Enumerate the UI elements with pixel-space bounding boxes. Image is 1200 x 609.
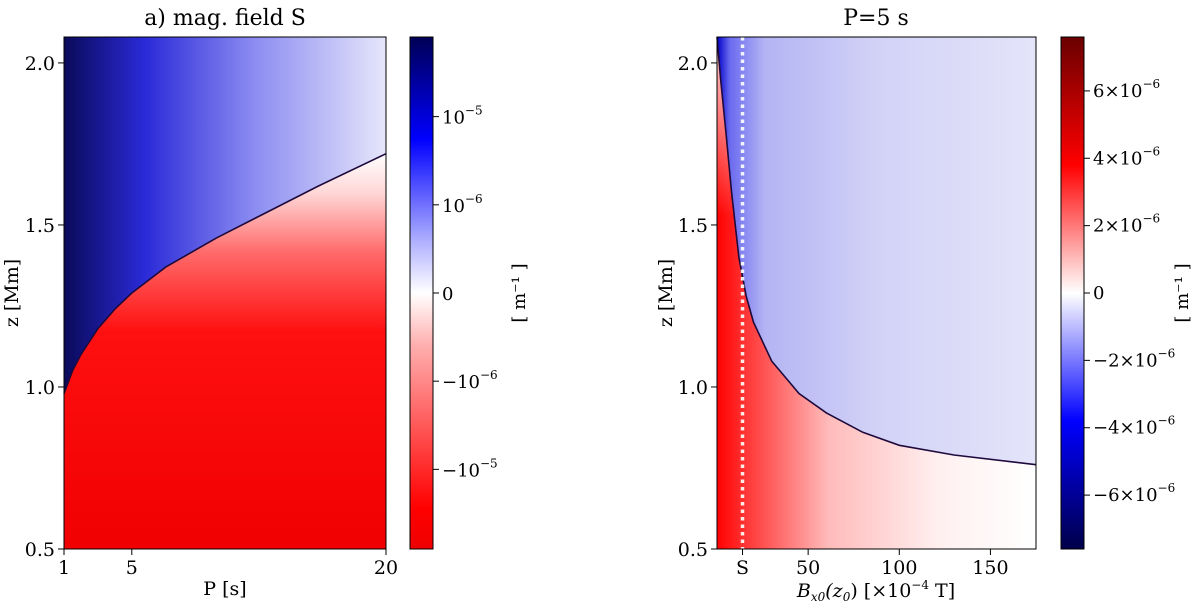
right-x-tick-label: 50 (796, 557, 820, 579)
right-colorbar-tick-label: 6×10−6 (1093, 77, 1160, 102)
right-colorbar-tick-label: −2×10−6 (1093, 346, 1175, 371)
right-chart-title: P=5 s (843, 6, 909, 31)
left-colorbar-tick-label: 10−6 (442, 192, 483, 217)
left-y-tick-label: 0.5 (25, 539, 55, 561)
left-colorbar-label: [ m⁻¹ ] (509, 263, 530, 322)
left-colorbar-tick-label: −10−6 (442, 368, 498, 393)
left-y-ticks: 0.5 1.0 1.5 2.0 (25, 53, 64, 561)
left-y-tick-label: 1.0 (25, 377, 55, 399)
right-y-ticks: 0.5 1.0 1.5 2.0 (678, 53, 717, 561)
right-colorbar-tick-label: 0 (1093, 283, 1104, 304)
left-colorbar-tick-label: 0 (442, 284, 453, 305)
right-colorbar-tick-label: 4×10−6 (1093, 144, 1160, 169)
right-y-axis-label: z [Mm] (655, 259, 677, 327)
left-colorbar (409, 36, 434, 550)
right-x-tick-label: S (736, 557, 749, 579)
left-plot-frame (63, 36, 387, 550)
left-heatmap-positive-region (64, 153, 386, 549)
left-x-tick-label: 1 (58, 557, 70, 579)
left-y-tick-label: 2.0 (25, 53, 55, 75)
right-colorbar (1060, 36, 1085, 550)
right-colorbar-ticks: 6×10−6 4×10−6 2×10−6 0 −2×10−6 −4×10−6 −6×10−6 (1084, 77, 1175, 506)
right-colorbar-tick-label: −6×10−6 (1093, 481, 1175, 506)
right-x-ticks: S 50 100 150 (736, 549, 1009, 579)
right-plot-frame (716, 36, 1037, 550)
right-colorbar-label: [ m⁻¹ ] (1172, 263, 1193, 322)
right-y-tick-label: 1.5 (678, 215, 708, 237)
right-y-tick-label: 1.0 (678, 377, 708, 399)
left-x-tick-label: 5 (126, 557, 138, 579)
right-x-tick-label: 150 (972, 557, 1008, 579)
left-y-tick-label: 1.5 (25, 215, 55, 237)
left-panel: a) mag. field S 1 5 20 0.51.01.52.0 P [s] … (1, 6, 530, 600)
left-x-tick-label: 20 (374, 557, 398, 579)
right-colorbar-tick-label: 2×10−6 (1093, 212, 1160, 237)
left-chart-title: a) mag. field S (144, 6, 306, 31)
left-x-axis-label: P [s] (203, 578, 246, 600)
right-heatmap (717, 37, 1036, 549)
left-heatmap (64, 37, 386, 549)
right-zero-contour (716, 36, 1037, 466)
right-y-tick-label: 0.5 (678, 539, 708, 561)
left-colorbar-tick-label: 10−5 (442, 104, 483, 129)
left-x-ticks: 1 5 20 (58, 549, 398, 579)
right-heatmap-positive-fade (717, 37, 1036, 549)
right-colorbar-tick-label: −4×10−6 (1093, 414, 1175, 439)
right-panel: P=5 s S 50 100 150 0.5 1.0 1.5 2.0 z [Mm] Bx0(… (655, 6, 1193, 604)
right-y-tick-label: 2.0 (678, 53, 708, 75)
left-zero-contour (63, 152, 387, 394)
left-y-axis-label: z [Mm] (1, 259, 23, 327)
right-x-axis-label: Bx0(z0) [×10−4 T] (796, 578, 955, 604)
right-x-tick-label: 100 (881, 557, 917, 579)
left-colorbar-tick-label: −10−5 (442, 456, 498, 481)
left-colorbar-ticks: 10−5 10−6 0 −10−6 −10−5 (433, 104, 498, 481)
